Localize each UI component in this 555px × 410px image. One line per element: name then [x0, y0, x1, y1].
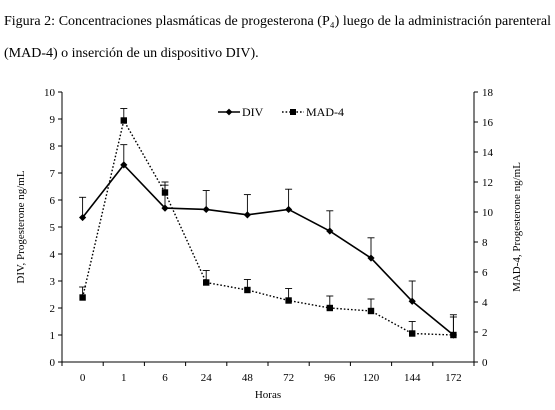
x-tick-label: 120	[363, 372, 380, 384]
x-tick-label: 72	[283, 372, 294, 384]
data-point-mad-4	[285, 297, 292, 304]
y-left-tick-label: 3	[50, 276, 56, 288]
y-left-tick-label: 4	[50, 249, 56, 261]
y-left-tick-label: 7	[50, 168, 56, 180]
y-left-tick-label: 8	[50, 141, 56, 153]
data-point-mad-4	[203, 279, 210, 286]
data-point-div	[120, 161, 128, 169]
data-point-mad-4	[120, 117, 127, 124]
y-right-tick-label: 0	[482, 357, 488, 369]
y-right-tick-label: 16	[482, 117, 494, 129]
data-point-mad-4	[244, 286, 251, 294]
legend-label-div: DIV	[242, 105, 264, 119]
y-left-tick-label: 2	[50, 303, 56, 315]
y-left-tick-label: 1	[50, 330, 56, 342]
x-tick-label: 144	[404, 372, 421, 384]
data-point-div	[408, 297, 416, 305]
series-line-mad-4	[81, 118, 454, 336]
y-left-tick-label: 9	[50, 114, 56, 126]
y-left-tick-label: 10	[44, 87, 56, 99]
data-point-mad-4	[450, 331, 457, 339]
x-tick-label: 24	[201, 372, 213, 384]
data-point-div	[161, 204, 169, 212]
x-tick-label: 6	[162, 372, 168, 384]
data-point-div	[285, 205, 293, 214]
y-left-tick-label: 0	[50, 357, 56, 369]
x-tick-label: 96	[324, 372, 336, 384]
data-point-mad-4	[326, 304, 333, 312]
chart-marks	[79, 108, 457, 339]
legend-marker-div	[225, 108, 233, 116]
y-right-tick-label: 4	[482, 297, 488, 309]
y-axis-right-title: MAD-4, Progesterone ng/mL	[511, 162, 523, 292]
data-point-div	[367, 254, 375, 262]
y-right-tick-label: 12	[482, 177, 493, 189]
y-right-tick-label: 14	[482, 147, 494, 159]
y-right-tick-label: 10	[482, 207, 494, 219]
y-right-tick-label: 6	[482, 267, 488, 279]
x-tick-label: 172	[445, 372, 462, 384]
y-left-tick-label: 6	[50, 195, 56, 207]
y-right-tick-label: 18	[482, 87, 494, 99]
figure-caption: Figura 2: Concentraciones plasmáticas de…	[4, 14, 551, 61]
data-point-div	[202, 205, 210, 214]
x-tick-label: 48	[242, 372, 254, 384]
data-point-div	[243, 211, 251, 219]
y-axis-left-title: DIV, Progesterone ng/mL	[15, 170, 27, 283]
legend-marker-mad-4	[290, 109, 296, 115]
y-left-tick-label: 5	[50, 222, 56, 234]
x-tick-label: 1	[121, 372, 127, 384]
data-point-div	[326, 227, 334, 235]
data-point-mad-4	[409, 330, 416, 337]
data-point-div	[79, 213, 87, 222]
chart-legend: DIV MAD-4	[218, 105, 344, 119]
data-point-mad-4	[367, 307, 375, 315]
data-point-mad-4	[161, 189, 169, 196]
y-right-tick-label: 8	[482, 237, 488, 249]
x-axis-title: Horas	[255, 389, 281, 401]
x-tick-label: 0	[80, 372, 86, 384]
data-point-mad-4	[79, 294, 86, 301]
chart-axis-titles: Horas DIV, Progesterone ng/mL MAD-4, Proge…	[15, 162, 523, 401]
series-line-div	[81, 163, 454, 336]
legend-label-mad-4: MAD-4	[306, 105, 344, 119]
y-right-tick-label: 2	[482, 327, 488, 339]
